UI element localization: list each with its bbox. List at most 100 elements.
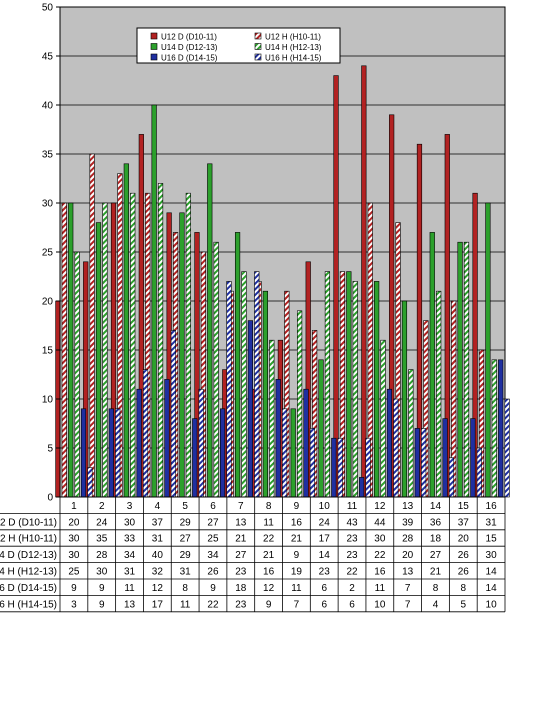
x-tick-label: 1 bbox=[71, 501, 77, 512]
table-cell: 11 bbox=[291, 583, 302, 594]
table-cell: 5 bbox=[461, 599, 467, 610]
bar bbox=[504, 398, 510, 498]
table-cell: 15 bbox=[486, 534, 498, 545]
table-cell: 2 bbox=[349, 583, 355, 594]
bar bbox=[297, 310, 303, 498]
table-cell: 27 bbox=[207, 517, 219, 528]
bar bbox=[275, 379, 281, 498]
bar bbox=[226, 281, 232, 498]
bar bbox=[115, 408, 121, 498]
bar bbox=[185, 192, 191, 498]
bar bbox=[89, 153, 95, 498]
table-cell: 16 bbox=[374, 567, 386, 578]
bar bbox=[485, 202, 491, 498]
bar bbox=[476, 447, 482, 498]
x-tick-label: 10 bbox=[319, 501, 331, 512]
table-cell: 29 bbox=[180, 550, 192, 561]
table-cell: 14 bbox=[319, 550, 331, 561]
table-cell: 30 bbox=[486, 550, 498, 561]
table-cell: 30 bbox=[68, 534, 80, 545]
table-cell: 21 bbox=[263, 550, 275, 561]
bar bbox=[151, 104, 157, 498]
table-cell: 23 bbox=[235, 567, 247, 578]
legend-swatch bbox=[150, 53, 158, 61]
table-cell: 22 bbox=[346, 567, 358, 578]
table-cell: 25 bbox=[207, 534, 219, 545]
table-cell: 14 bbox=[486, 583, 498, 594]
x-tick-label: 11 bbox=[347, 501, 358, 512]
y-tick-labels: 0 5 10 15 20 25 30 35 40 45 50 bbox=[42, 3, 60, 504]
bar bbox=[192, 418, 198, 498]
table-cell: 34 bbox=[124, 550, 136, 561]
table-cell: 36 bbox=[430, 517, 442, 528]
legend: U12 D (D10-11) U12 H (H10-11) U14 D (D12-1… bbox=[136, 27, 341, 64]
bar bbox=[346, 271, 352, 498]
bar bbox=[142, 369, 149, 498]
table-cell: 12 bbox=[263, 583, 275, 594]
bar bbox=[337, 437, 343, 498]
table-row-label: 6 H (H14-15) bbox=[0, 599, 57, 610]
bar bbox=[157, 183, 164, 498]
table-cell: 24 bbox=[96, 517, 108, 528]
bar bbox=[61, 202, 67, 498]
bar bbox=[436, 290, 442, 498]
bar bbox=[401, 300, 408, 498]
bar bbox=[352, 281, 358, 498]
table-cell: 40 bbox=[152, 550, 164, 561]
table-cell: 26 bbox=[458, 567, 470, 578]
table-cell: 34 bbox=[207, 550, 219, 561]
table-cell: 23 bbox=[319, 567, 331, 578]
table-cell: 21 bbox=[430, 567, 442, 578]
bar bbox=[234, 232, 241, 498]
x-tick-label: 15 bbox=[458, 501, 470, 512]
table-cell: 14 bbox=[486, 567, 498, 578]
table-cell: 22 bbox=[374, 550, 386, 561]
table-cell: 27 bbox=[235, 550, 247, 561]
legend-swatch bbox=[254, 43, 262, 50]
bar bbox=[87, 467, 93, 498]
table-cell: 31 bbox=[124, 567, 136, 578]
bar bbox=[386, 388, 393, 498]
x-tick-label: 4 bbox=[155, 501, 161, 512]
legend-label: U14 H (H12-13) bbox=[265, 43, 322, 52]
table-cell: 37 bbox=[458, 517, 470, 528]
table-cell: 9 bbox=[99, 583, 105, 594]
bar bbox=[164, 379, 170, 498]
table-row-label: 2 D (D10-11) bbox=[0, 517, 57, 528]
legend-label: U14 D (D12-13) bbox=[161, 43, 218, 52]
bar bbox=[457, 241, 463, 498]
y-tick-label: 35 bbox=[42, 150, 54, 161]
table-cell: 20 bbox=[68, 517, 80, 528]
table-cell: 11 bbox=[124, 583, 135, 594]
table-cell: 23 bbox=[346, 534, 358, 545]
bar bbox=[74, 251, 80, 498]
table-cell: 19 bbox=[291, 567, 303, 578]
table-cell: 27 bbox=[180, 534, 192, 545]
table-cell: 12 bbox=[152, 583, 164, 594]
bar bbox=[269, 339, 275, 498]
table-cell: 25 bbox=[68, 567, 80, 578]
table-row-label: 4 D (D12-13) bbox=[0, 550, 57, 561]
table-cell: 30 bbox=[124, 517, 136, 528]
x-tick-label: 6 bbox=[210, 501, 216, 512]
y-tick-label: 20 bbox=[42, 297, 54, 308]
y-tick-label: 0 bbox=[47, 493, 53, 504]
data-table: 1 2 3 4 5 6 7 8 9 10 11 12 13 14 15 162 D (D10-11) 20 24 3… bbox=[0, 496, 506, 613]
bar bbox=[333, 75, 339, 498]
bar bbox=[303, 388, 309, 498]
table-cell: 11 bbox=[263, 517, 274, 528]
table-cell: 8 bbox=[461, 583, 467, 594]
table-cell: 9 bbox=[99, 599, 105, 610]
table-cell: 8 bbox=[182, 583, 188, 594]
table-cell: 17 bbox=[319, 534, 331, 545]
bar bbox=[213, 241, 219, 498]
bar bbox=[207, 163, 213, 498]
bar bbox=[290, 408, 296, 498]
bar bbox=[318, 359, 324, 498]
bar bbox=[123, 163, 129, 498]
table-cell: 3 bbox=[71, 599, 77, 610]
table-cell: 4 bbox=[433, 599, 439, 610]
table-cell: 23 bbox=[346, 550, 358, 561]
x-tick-label: 14 bbox=[430, 501, 442, 512]
